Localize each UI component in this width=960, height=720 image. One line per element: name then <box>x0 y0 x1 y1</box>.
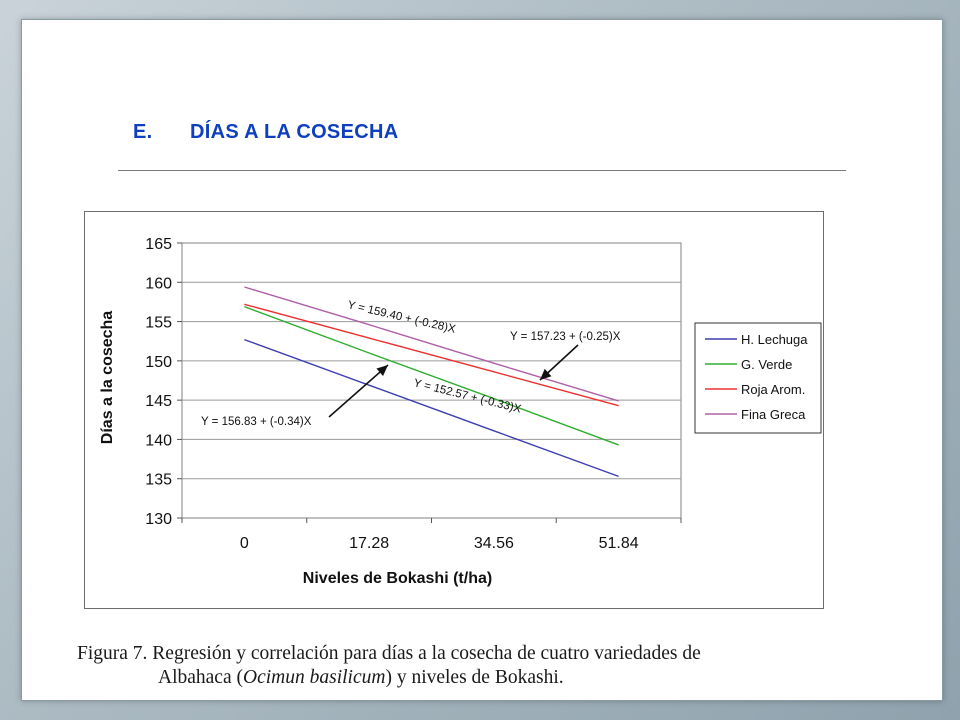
caption-line-2-start: Albahaca ( <box>158 667 243 688</box>
series-line <box>244 338 619 478</box>
caption-line-2-end: ) y niveles de Bokashi. <box>385 667 564 688</box>
figure: 130 135 140 145 150 155 160 165 0 17.28 34.56 51.84… <box>73 193 893 691</box>
y-tick-label: 130 <box>145 511 172 528</box>
series-line <box>244 305 619 446</box>
legend-label: Roja Arom. <box>741 382 805 397</box>
equation-label: Y = 156.83 + (-0.34)X <box>201 416 312 428</box>
y-tick-label: 145 <box>145 393 172 410</box>
x-axis-title: Niveles de Bokashi (t/ha) <box>303 570 492 587</box>
annotation-arrowhead <box>376 365 388 377</box>
series-line <box>244 303 619 407</box>
section-number: E. <box>133 121 153 143</box>
caption-species: Ocimun basilicum <box>243 667 386 688</box>
annotation-arrowhead <box>540 368 552 380</box>
y-tick-label: 140 <box>145 432 172 449</box>
y-tick-label: 155 <box>145 315 172 332</box>
legend-label: Fina Greca <box>741 407 806 422</box>
slide: E. DÍAS A LA COSECHA 130 135 140 145 150 155 16… <box>21 19 943 701</box>
y-tick-label: 160 <box>145 275 172 292</box>
y-tick-label: 165 <box>145 236 172 253</box>
caption-line-1: Figura 7. Regresión y correlación para d… <box>77 643 701 664</box>
x-tick-label: 51.84 <box>599 535 639 552</box>
y-tick-label: 150 <box>145 354 172 371</box>
section-title: DÍAS A LA COSECHA <box>190 121 399 143</box>
x-tick-label: 34.56 <box>474 535 514 552</box>
section-heading: E. DÍAS A LA COSECHA <box>133 121 398 144</box>
x-tick-label: 0 <box>240 535 249 552</box>
legend-label: G. Verde <box>741 357 792 372</box>
chart-frame: 130 135 140 145 150 155 160 165 0 17.28 34.56 51.84… <box>84 211 824 609</box>
annotation-arrow <box>328 364 389 418</box>
chart: 130 135 140 145 150 155 160 165 0 17.28 34.56 51.84… <box>99 236 822 587</box>
legend-label: H. Lechuga <box>741 332 808 347</box>
caption-line-2: Albahaca (Ocimun basilicum) y niveles de… <box>73 666 893 690</box>
equation-label: Y = 157.23 + (-0.25)X <box>510 331 621 343</box>
y-axis-title: Días a la cosecha <box>99 311 116 445</box>
figure-caption: Figura 7. Regresión y correlación para d… <box>73 642 893 690</box>
y-tick-label: 135 <box>145 472 172 489</box>
heading-divider <box>118 170 846 171</box>
plot-area <box>181 242 682 519</box>
series-line <box>244 286 619 402</box>
x-tick-label: 17.28 <box>349 535 389 552</box>
